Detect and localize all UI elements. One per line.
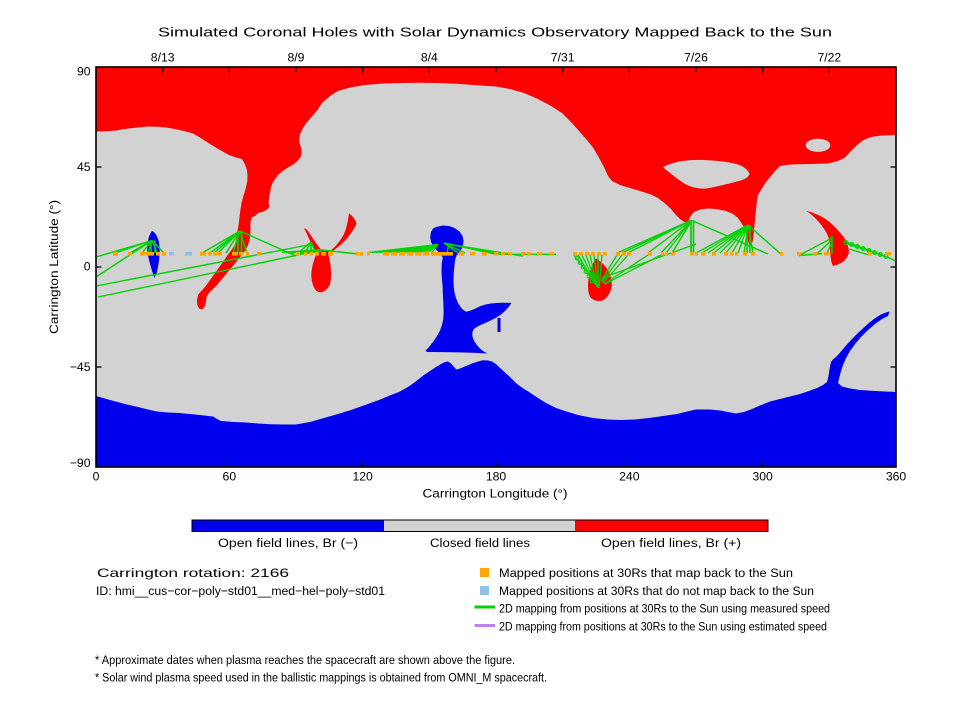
svg-text:Mapped positions at 30Rs that: Mapped positions at 30Rs that map back t… [499,566,793,580]
svg-text:Carrington rotation: 2166: Carrington rotation: 2166 [97,566,289,580]
svg-text:Carrington Longitude (°): Carrington Longitude (°) [423,487,568,501]
svg-text:180: 180 [486,470,507,484]
svg-text:240: 240 [619,470,640,484]
svg-text:Mapped positions at 30Rs that: Mapped positions at 30Rs that do not map… [499,584,814,598]
svg-text:300: 300 [752,470,773,484]
svg-text:Closed field lines: Closed field lines [430,536,530,550]
svg-text:* Solar wind plasma speed used: * Solar wind plasma speed used in the ba… [95,671,547,685]
svg-text:* Approximate dates when plasm: * Approximate dates when plasma reaches … [95,653,515,667]
svg-text:Open field lines, Br (−): Open field lines, Br (−) [218,536,358,550]
svg-text:2D mapping from positions at 3: 2D mapping from positions at 30Rs to the… [499,602,830,616]
svg-text:ID: hmi__cus−cor−poly−std01__m: ID: hmi__cus−cor−poly−std01__med−hel−pol… [96,584,385,598]
svg-text:Carrington Latitude (°): Carrington Latitude (°) [47,200,61,334]
svg-text:Open field lines, Br (+): Open field lines, Br (+) [601,536,741,550]
svg-text:Simulated Coronal Holes with S: Simulated Coronal Holes with Solar Dynam… [158,25,832,40]
svg-text:8/9: 8/9 [288,51,305,65]
svg-text:360: 360 [886,470,907,484]
svg-text:2D mapping from positions at 3: 2D mapping from positions at 30Rs to the… [499,620,827,634]
svg-text:90: 90 [77,65,91,79]
svg-text:45: 45 [77,160,91,174]
svg-text:−90: −90 [70,456,91,470]
svg-text:120: 120 [352,470,373,484]
svg-text:8/13: 8/13 [151,51,175,65]
svg-text:−45: −45 [70,360,91,374]
svg-text:7/31: 7/31 [551,51,575,65]
svg-text:7/26: 7/26 [684,51,708,65]
svg-text:7/22: 7/22 [817,51,841,65]
svg-text:0: 0 [84,260,91,274]
svg-text:60: 60 [223,470,237,484]
svg-text:8/4: 8/4 [421,51,438,65]
svg-text:0: 0 [93,470,100,484]
